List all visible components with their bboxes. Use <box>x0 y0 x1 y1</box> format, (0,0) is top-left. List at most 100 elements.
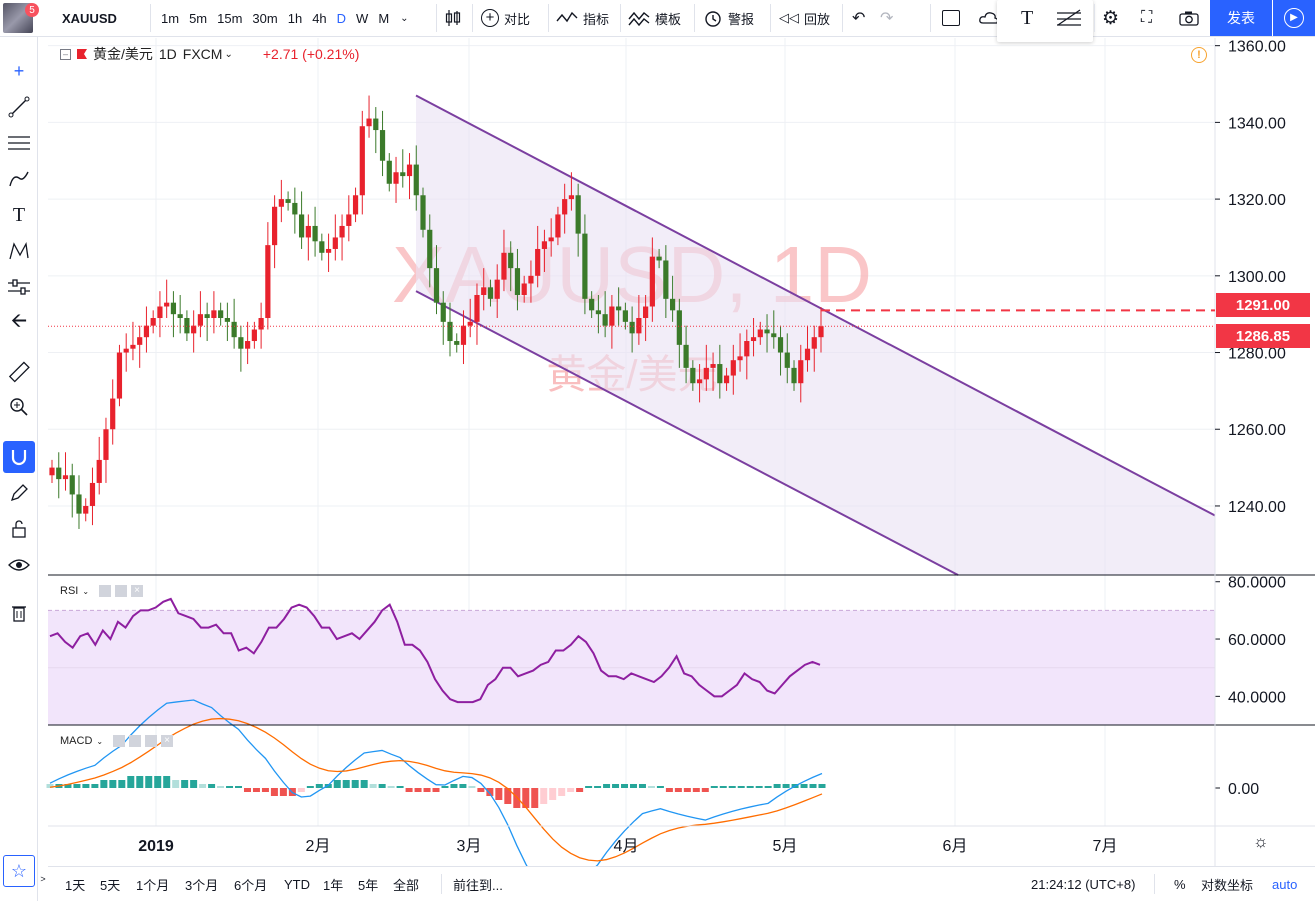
candle-body <box>440 302 446 322</box>
magnet-icon[interactable] <box>3 441 35 473</box>
more-icon[interactable] <box>145 735 158 747</box>
zoom-in-icon[interactable] <box>3 391 35 423</box>
text-tool-icon[interactable]: T <box>1021 6 1034 29</box>
candle-body <box>514 268 521 295</box>
camera-icon[interactable] <box>1178 0 1200 36</box>
settings-icon[interactable] <box>115 585 128 597</box>
range-1y[interactable]: 1年 <box>323 878 344 893</box>
goto-date-button[interactable]: 前往到... <box>453 878 503 893</box>
arrow-left-icon[interactable]: 🡨 <box>10 310 28 332</box>
hide-icon[interactable] <box>113 735 126 747</box>
rsi-label[interactable]: RSI <box>60 585 79 597</box>
prediction-icon[interactable] <box>3 271 35 303</box>
candle-body <box>298 214 305 238</box>
rsi-axis-label: 40.0000 <box>1228 689 1286 706</box>
macd-histogram-bar <box>441 786 449 788</box>
layout-icon[interactable] <box>942 0 960 36</box>
interval-30m[interactable]: 30m <box>252 10 278 26</box>
macd-histogram-bar <box>279 788 287 796</box>
brush-icon[interactable] <box>3 163 35 195</box>
range-6m[interactable]: 6个月 <box>234 878 268 893</box>
candle-body <box>56 467 62 480</box>
hide-icon[interactable] <box>99 585 112 597</box>
collapse-icon[interactable]: – <box>60 48 71 60</box>
interval-1h[interactable]: 1h <box>287 10 303 26</box>
chevron-right-icon[interactable]: > <box>40 874 46 884</box>
interval-1m[interactable]: 1m <box>161 10 180 26</box>
range-5y[interactable]: 5年 <box>358 878 379 893</box>
percent-toggle[interactable]: % <box>1174 877 1186 892</box>
range-1m[interactable]: 1个月 <box>136 878 170 893</box>
interval-w[interactable]: W <box>356 10 369 26</box>
alert-button[interactable]: 警报 <box>703 0 754 36</box>
clock-text[interactable]: 21:24:12 (UTC+8) <box>1031 877 1136 892</box>
publish-button[interactable]: 发表 <box>1210 0 1272 36</box>
ruler-icon[interactable] <box>3 357 35 389</box>
close-icon[interactable]: × <box>161 735 174 747</box>
fib-tool-icon[interactable] <box>1055 0 1083 36</box>
redo-icon[interactable]: ↷ <box>880 10 894 27</box>
interval-15m[interactable]: 15m <box>217 10 243 26</box>
macd-histogram-bar <box>378 784 386 788</box>
cloud-icon[interactable] <box>978 0 1000 36</box>
indicators-button[interactable]: 指标 <box>556 0 609 36</box>
log-toggle[interactable]: 对数坐标 <box>1201 878 1254 893</box>
interval-d[interactable]: D <box>336 10 347 26</box>
range-ytd[interactable]: YTD <box>284 877 310 892</box>
range-all[interactable]: 全部 <box>393 878 420 893</box>
gear-icon[interactable]: ⚙ <box>1102 7 1120 29</box>
compare-button[interactable]: + 对比 <box>481 0 530 36</box>
candle-body <box>771 333 777 338</box>
chevron-down-icon[interactable]: ⌄ <box>224 48 233 60</box>
macd-histogram-bar <box>369 784 377 788</box>
legend-name[interactable]: 黄金/美元 <box>93 46 153 62</box>
close-icon[interactable]: × <box>131 585 144 597</box>
macd-histogram-bar <box>136 776 144 788</box>
pattern-icon[interactable] <box>3 235 35 267</box>
interval-5m[interactable]: 5m <box>189 10 208 26</box>
undo-icon[interactable]: ↶ <box>852 10 866 27</box>
star-icon[interactable]: ☆ <box>3 855 35 887</box>
macd-histogram-bar <box>477 788 485 792</box>
range-3m[interactable]: 3个月 <box>185 878 219 893</box>
macd-histogram-bar <box>414 788 422 792</box>
fullscreen-icon[interactable]: ⛶ <box>1141 9 1153 26</box>
macd-histogram-bar <box>746 786 754 788</box>
play-icon[interactable]: ▶ <box>1273 0 1315 36</box>
horizontal-lines-icon[interactable] <box>3 127 35 159</box>
macd-histogram-bar <box>154 776 162 788</box>
symbol-search[interactable]: XAUUSD <box>62 10 117 26</box>
chevron-down-icon[interactable]: ⌄ <box>400 12 409 24</box>
lock-pencil-icon[interactable] <box>3 477 35 509</box>
settings-icon[interactable] <box>129 735 142 747</box>
text-icon[interactable]: T <box>12 203 26 226</box>
flag-icon <box>77 49 87 59</box>
templates-button[interactable]: 模板 <box>628 0 681 36</box>
chevron-down-icon[interactable]: ⌄ <box>82 586 90 596</box>
candle-body <box>137 337 143 345</box>
price-axis-label: 1360.00 <box>1228 39 1286 56</box>
interval-4h[interactable]: 4h <box>312 10 327 26</box>
trash-icon[interactable] <box>3 597 35 629</box>
candle-body <box>76 494 82 514</box>
crosshair-icon[interactable]: + <box>13 60 25 81</box>
price-axis-label: 1320.00 <box>1228 192 1286 209</box>
chart-type-button[interactable] <box>444 0 462 36</box>
auto-toggle[interactable]: auto <box>1272 877 1298 892</box>
macd-label[interactable]: MACD <box>60 735 93 747</box>
warning-icon[interactable]: ! <box>1191 47 1207 63</box>
macd-histogram-bar <box>64 784 72 788</box>
eye-icon[interactable] <box>3 549 35 581</box>
replay-button[interactable]: ◁◁ 回放 <box>779 0 830 36</box>
chevron-down-icon[interactable]: ⌄ <box>96 736 104 746</box>
candle-body <box>346 214 352 226</box>
range-5d[interactable]: 5天 <box>100 878 121 893</box>
range-1d[interactable]: 1天 <box>65 878 86 893</box>
axis-settings-icon[interactable]: ☼ <box>1253 832 1269 851</box>
interval-m[interactable]: M <box>378 10 390 26</box>
trendline-icon[interactable] <box>3 91 35 123</box>
candle-body <box>690 367 696 384</box>
candle-body <box>730 360 736 376</box>
lock-icon[interactable] <box>3 513 35 545</box>
